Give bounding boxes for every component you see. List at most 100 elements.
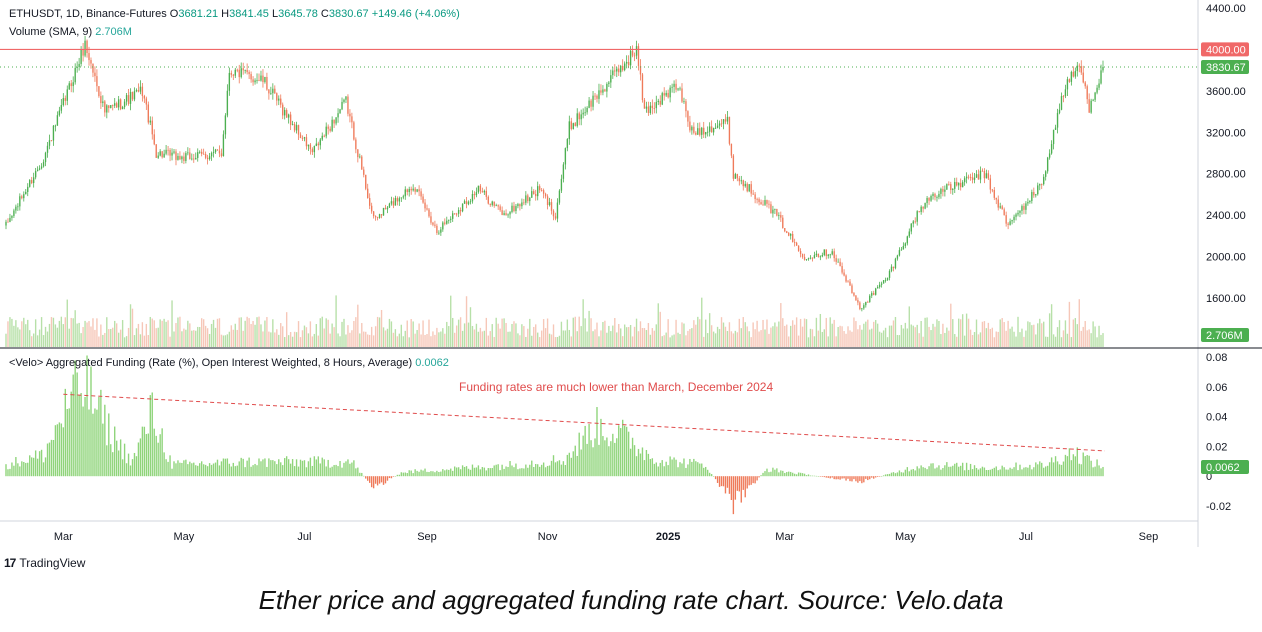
volume-bar: [961, 314, 964, 347]
volume-bar: [173, 331, 175, 347]
volume-bar: [825, 317, 827, 347]
candle-body: [1082, 72, 1084, 83]
candle-body: [679, 88, 681, 90]
funding-bar: [888, 473, 891, 477]
funding-bar: [1096, 459, 1098, 477]
funding-bar: [503, 468, 505, 477]
candle-body: [183, 156, 185, 161]
candle-body: [786, 231, 788, 233]
candle-body: [1078, 65, 1080, 67]
candle-body: [141, 86, 144, 96]
candle-body: [784, 228, 786, 232]
volume-bar: [993, 337, 995, 347]
funding-label[interactable]: <Velo> Aggregated Funding (Rate (%), Ope…: [9, 357, 413, 369]
volume-bar: [689, 329, 691, 347]
funding-bar: [467, 468, 470, 477]
funding-bar: [511, 465, 513, 477]
volume-bar: [900, 324, 903, 347]
volume-label[interactable]: Volume (SMA, 9): [9, 26, 93, 38]
candle-body: [776, 208, 778, 216]
candle-body: [357, 149, 359, 158]
volume-bar: [716, 326, 719, 347]
funding-bar: [977, 469, 980, 477]
candle-body: [523, 202, 525, 204]
funding-bar: [633, 445, 636, 477]
volume-bar: [558, 335, 561, 347]
funding-bar: [319, 463, 321, 477]
candle-body: [641, 74, 644, 101]
volume-bar: [677, 332, 679, 347]
candle-body: [396, 198, 399, 202]
volume-bar: [726, 330, 729, 347]
funding-bar: [66, 408, 68, 477]
candle-body: [936, 197, 938, 198]
funding-bar: [1060, 464, 1063, 477]
volume-bar: [1068, 301, 1071, 347]
volume-bar: [169, 336, 171, 347]
chart-area[interactable]: 4400.00 3600.00 3200.00 2800.00 2400.00 2000.…: [0, 0, 1262, 550]
candle-body: [303, 137, 306, 139]
candle-body: [837, 261, 839, 263]
tradingview-logo[interactable]: 17 TradingView: [4, 556, 85, 570]
volume-bar: [96, 318, 98, 347]
volume-bar: [616, 332, 618, 347]
funding-bar: [62, 427, 65, 477]
funding-bar: [386, 476, 389, 481]
funding-bar: [440, 471, 442, 477]
volume-bar: [293, 331, 296, 347]
candle-body: [890, 266, 893, 272]
candle-body: [878, 284, 881, 288]
funding-bar: [491, 468, 493, 477]
volume-bar: [952, 319, 954, 347]
volume-bar: [623, 324, 626, 347]
candle-body: [661, 93, 663, 105]
candle-body: [614, 70, 616, 72]
candle-body: [230, 72, 233, 75]
volume-bar: [884, 327, 887, 347]
funding-bar: [835, 476, 837, 480]
candle-body: [400, 197, 402, 199]
volume-bar: [214, 327, 217, 347]
resistance-price-label: 4000.00: [1206, 44, 1246, 56]
symbol-label[interactable]: ETHUSDT, 1D, Binance-Futures: [9, 8, 167, 20]
volume-bar: [1003, 322, 1005, 347]
volume-bar: [471, 325, 474, 347]
candle-body: [671, 86, 673, 88]
volume-bar: [1100, 334, 1102, 347]
candle-body: [513, 205, 515, 212]
volume-bar: [384, 330, 387, 347]
funding-bar: [64, 388, 66, 477]
volume-bar: [108, 329, 110, 347]
funding-bar: [659, 462, 661, 477]
candle-body: [740, 180, 742, 182]
funding-bar: [1015, 462, 1017, 477]
volume-bar: [218, 318, 221, 347]
funding-bar: [574, 445, 576, 477]
volume-bar: [663, 335, 665, 347]
volume-bar: [1001, 318, 1003, 347]
volume-bar: [894, 316, 897, 347]
candle-body: [586, 107, 588, 113]
candle-body: [503, 213, 505, 215]
volume-bar: [570, 336, 572, 347]
candle-body: [985, 173, 988, 179]
volume-bar: [13, 325, 15, 347]
candle-body: [633, 55, 636, 57]
volume-bar: [270, 332, 272, 347]
candle-body: [495, 205, 497, 207]
funding-bar: [999, 469, 1001, 477]
funding-last-label-bg: [1201, 459, 1249, 474]
chart-svg[interactable]: 4400.003600.003200.002800.002400.002000.…: [0, 0, 1262, 550]
volume-bar: [695, 324, 697, 347]
funding-bar: [971, 469, 974, 477]
volume-bar: [268, 331, 270, 347]
funding-bar: [147, 433, 149, 477]
volume-bar: [238, 317, 240, 347]
funding-bar: [693, 458, 695, 477]
funding-bar: [618, 425, 620, 477]
candle-body: [167, 149, 169, 151]
candle-body: [552, 210, 555, 217]
volume-bar: [756, 320, 758, 347]
volume-bar: [586, 331, 588, 347]
volume-bar: [574, 316, 576, 347]
